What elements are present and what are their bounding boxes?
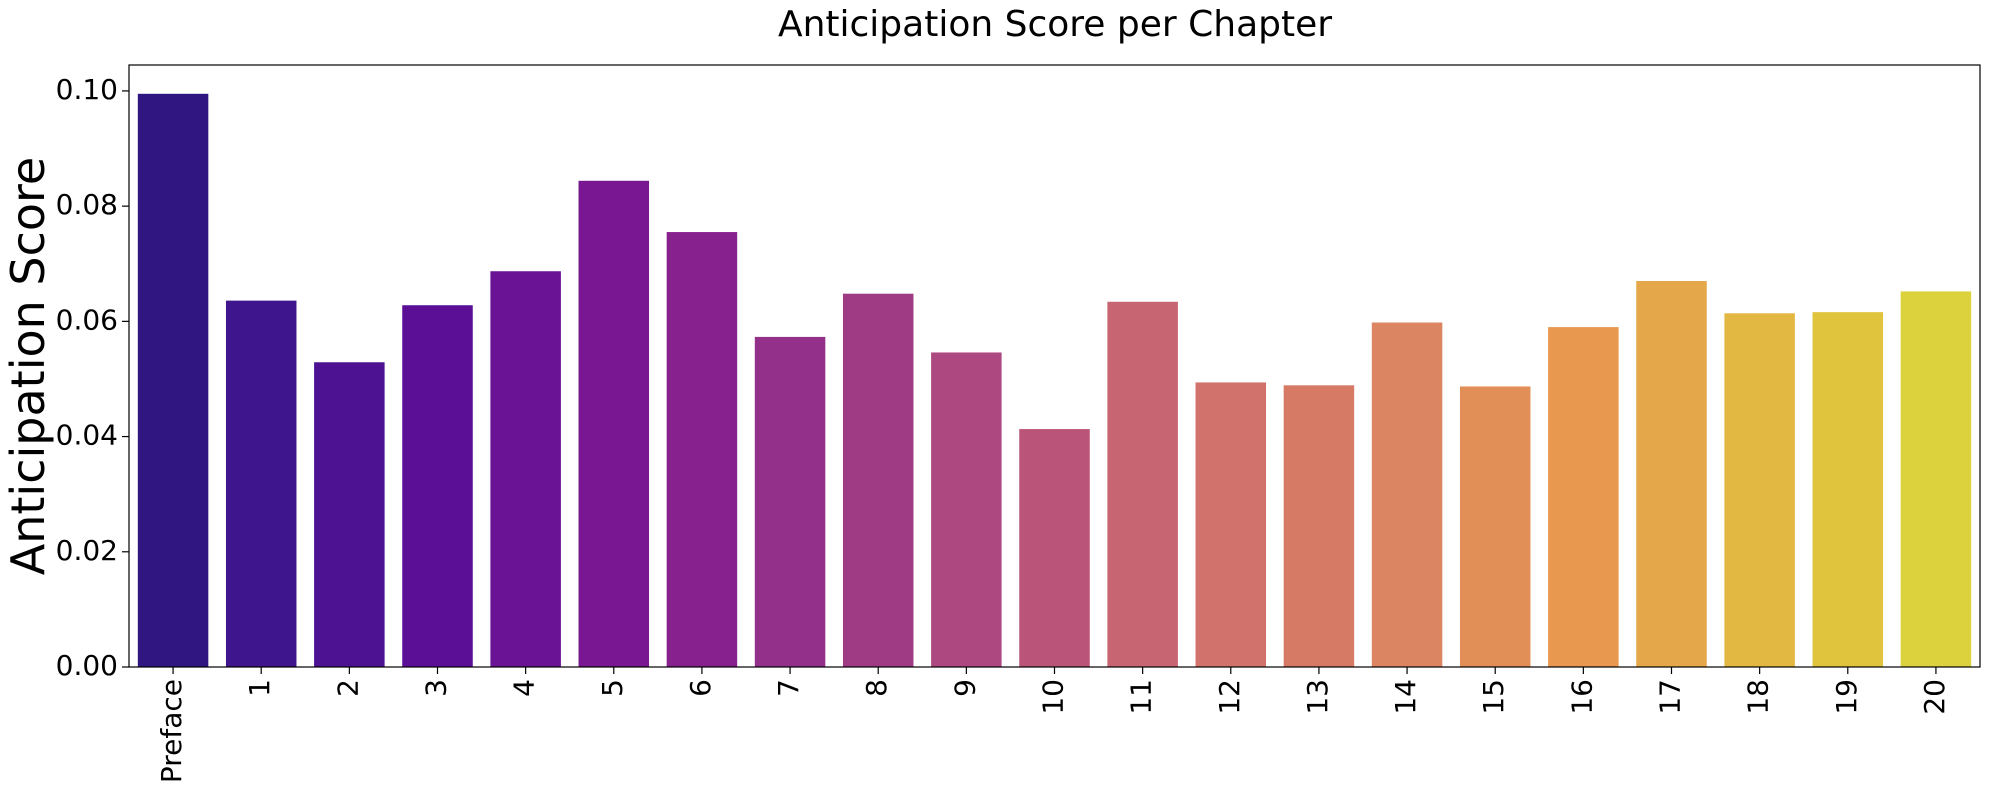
x-axis-ticks: Preface 1 2 3 4 5 6 7 8 9 10 11 12 13 14 15 16 17 18 19 20 xyxy=(155,667,1951,783)
x-tick-label: 10 xyxy=(1037,679,1070,715)
bar-13 xyxy=(1283,385,1355,667)
y-tick-label: 0.10 xyxy=(56,73,118,106)
x-tick-label: 5 xyxy=(596,679,629,697)
y-tick-label: 0.06 xyxy=(56,303,118,336)
bar-7 xyxy=(754,336,826,667)
x-tick-label: 6 xyxy=(684,679,717,697)
x-tick-label: 20 xyxy=(1918,679,1951,715)
y-axis-label: Anticipation Score xyxy=(1,157,55,575)
bar-1 xyxy=(225,300,297,667)
x-tick-label: 13 xyxy=(1301,679,1334,715)
bar-9 xyxy=(931,352,1002,667)
y-tick-label: 0.04 xyxy=(56,419,118,452)
y-tick-label: 0.00 xyxy=(56,649,118,682)
x-tick-label: 9 xyxy=(948,679,981,697)
chart-title: Anticipation Score per Chapter xyxy=(778,4,1332,45)
bar-2 xyxy=(314,362,385,667)
y-tick-label: 0.02 xyxy=(56,534,118,567)
bar-18 xyxy=(1724,313,1795,667)
x-tick-label: 12 xyxy=(1213,679,1246,715)
bar-preface xyxy=(137,93,209,668)
x-tick-label: 19 xyxy=(1830,679,1863,715)
bar-15 xyxy=(1459,386,1531,667)
bar-12 xyxy=(1195,382,1267,667)
bar-5 xyxy=(578,180,650,668)
x-tick-label: 15 xyxy=(1477,679,1510,715)
y-tick-label: 0.08 xyxy=(56,188,118,221)
x-tick-label: 7 xyxy=(772,679,805,697)
bar-8 xyxy=(842,293,914,667)
x-tick-label: 1 xyxy=(243,679,276,697)
x-tick-label: 2 xyxy=(331,679,364,697)
x-tick-label: 4 xyxy=(508,679,541,697)
bar-4 xyxy=(490,271,561,667)
x-tick-label: 11 xyxy=(1125,679,1158,715)
bar-16 xyxy=(1548,327,1619,667)
bar-11 xyxy=(1107,301,1178,667)
x-tick-label: Preface xyxy=(155,679,188,783)
bar-10 xyxy=(1019,429,1090,667)
x-tick-label: 8 xyxy=(860,679,893,697)
x-tick-label: 16 xyxy=(1565,679,1598,715)
plot-area-frame xyxy=(128,64,1981,668)
bar-20 xyxy=(1900,291,1972,667)
bar-17 xyxy=(1636,281,1707,667)
bar-14 xyxy=(1371,322,1443,667)
y-axis-ticks: 0.00 0.02 0.04 0.06 0.08 0.10 xyxy=(56,73,129,682)
bar-3 xyxy=(402,305,473,667)
bar-6 xyxy=(666,232,738,667)
x-tick-label: 14 xyxy=(1389,679,1422,715)
x-tick-label: 3 xyxy=(420,679,453,697)
x-tick-label: 18 xyxy=(1742,679,1775,715)
bar-19 xyxy=(1812,312,1884,667)
bars-group xyxy=(137,93,1972,668)
x-tick-label: 17 xyxy=(1654,679,1687,715)
